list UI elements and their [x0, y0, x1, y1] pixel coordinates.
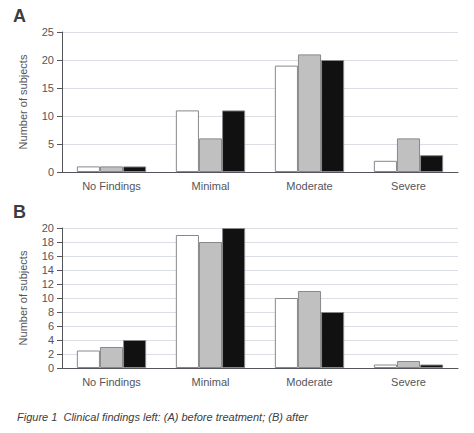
svg-text:Severe: Severe — [391, 180, 426, 192]
svg-text:Severe: Severe — [391, 376, 426, 388]
svg-text:B: B — [13, 202, 26, 222]
svg-text:15: 15 — [42, 82, 54, 94]
svg-text:14: 14 — [42, 264, 54, 276]
svg-text:Minimal: Minimal — [192, 180, 230, 192]
svg-text:20: 20 — [42, 222, 54, 234]
svg-text:0: 0 — [48, 362, 54, 374]
svg-text:Minimal: Minimal — [192, 376, 230, 388]
svg-text:No Findings: No Findings — [82, 180, 141, 192]
svg-text:A: A — [13, 6, 26, 26]
svg-text:10: 10 — [42, 292, 54, 304]
svg-text:16: 16 — [42, 250, 54, 262]
svg-text:25: 25 — [42, 26, 54, 38]
svg-text:Figure 1 Clinical findings le: Figure 1 Clinical findings left: (A) bef… — [17, 411, 309, 423]
svg-text:Number of subjects: Number of subjects — [17, 54, 29, 149]
svg-text:No Findings: No Findings — [82, 376, 141, 388]
svg-text:10: 10 — [42, 110, 54, 122]
svg-text:12: 12 — [42, 278, 54, 290]
svg-text:2: 2 — [48, 348, 54, 360]
svg-text:4: 4 — [48, 334, 54, 346]
svg-text:8: 8 — [48, 306, 54, 318]
svg-text:6: 6 — [48, 320, 54, 332]
svg-text:Number of subjects: Number of subjects — [17, 250, 29, 345]
svg-text:Moderate: Moderate — [286, 180, 332, 192]
svg-text:18: 18 — [42, 236, 54, 248]
svg-text:Moderate: Moderate — [286, 376, 332, 388]
svg-text:20: 20 — [42, 54, 54, 66]
svg-text:0: 0 — [48, 166, 54, 178]
svg-text:5: 5 — [48, 138, 54, 150]
